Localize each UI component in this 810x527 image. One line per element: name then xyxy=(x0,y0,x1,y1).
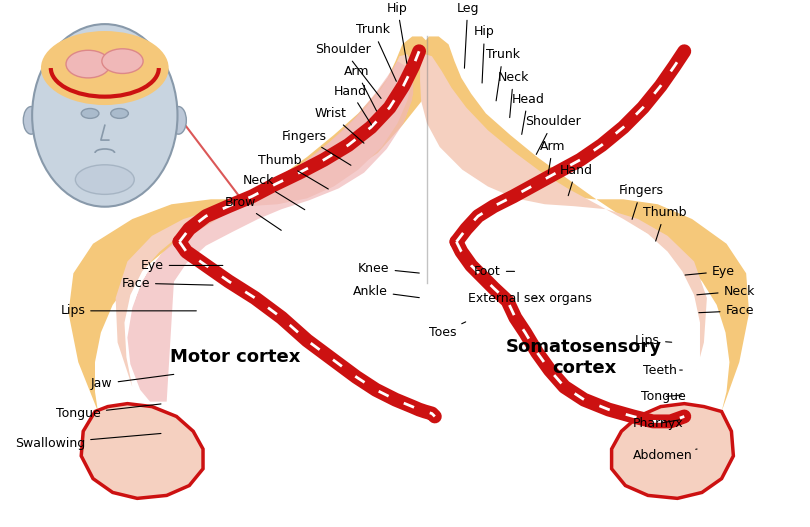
Text: Ankle: Ankle xyxy=(353,285,420,298)
Polygon shape xyxy=(69,36,432,412)
Polygon shape xyxy=(420,54,707,387)
Text: Trunk: Trunk xyxy=(356,23,396,81)
Ellipse shape xyxy=(102,49,143,73)
Text: Shoulder: Shoulder xyxy=(525,115,581,154)
Text: Arm: Arm xyxy=(540,140,565,174)
Text: Brow: Brow xyxy=(224,196,281,230)
Text: Neck: Neck xyxy=(497,71,529,118)
Text: Abdomen: Abdomen xyxy=(633,449,697,462)
Text: Face: Face xyxy=(122,277,213,290)
Text: Wrist: Wrist xyxy=(315,108,364,143)
Text: Lips: Lips xyxy=(635,334,671,347)
Ellipse shape xyxy=(23,106,39,134)
Text: Knee: Knee xyxy=(358,262,420,275)
Text: Neck: Neck xyxy=(697,285,755,298)
Text: Lips: Lips xyxy=(60,304,196,317)
Text: Shoulder: Shoulder xyxy=(316,43,381,99)
Text: Tongue: Tongue xyxy=(56,404,161,420)
Text: Trunk: Trunk xyxy=(486,48,520,101)
Text: Eye: Eye xyxy=(141,259,223,272)
Text: Jaw: Jaw xyxy=(91,374,174,391)
Text: Foot: Foot xyxy=(474,265,514,278)
Text: Neck: Neck xyxy=(242,174,305,210)
Ellipse shape xyxy=(111,109,128,119)
Text: Hip: Hip xyxy=(387,2,408,63)
Text: Hip: Hip xyxy=(474,25,495,83)
Text: Somatosensory
cortex: Somatosensory cortex xyxy=(506,338,662,377)
Text: Arm: Arm xyxy=(343,65,377,111)
Ellipse shape xyxy=(66,50,110,78)
Text: Toes: Toes xyxy=(429,322,466,339)
Polygon shape xyxy=(612,404,733,499)
Text: Hand: Hand xyxy=(334,85,372,125)
Text: Hand: Hand xyxy=(560,163,593,196)
Text: Face: Face xyxy=(699,304,754,317)
Ellipse shape xyxy=(81,109,99,119)
Text: Pharnyx: Pharnyx xyxy=(633,417,684,430)
Text: Fingers: Fingers xyxy=(619,184,663,219)
Text: Thumb: Thumb xyxy=(258,154,328,189)
Text: Head: Head xyxy=(511,93,544,134)
Text: Swallowing: Swallowing xyxy=(15,434,161,450)
Polygon shape xyxy=(116,54,412,387)
Text: Motor cortex: Motor cortex xyxy=(170,348,301,366)
Ellipse shape xyxy=(41,31,168,105)
Text: Thumb: Thumb xyxy=(643,206,687,241)
Text: Tongue: Tongue xyxy=(641,390,686,403)
Text: Fingers: Fingers xyxy=(282,130,351,165)
Polygon shape xyxy=(419,36,749,412)
Ellipse shape xyxy=(75,165,134,194)
Text: External sex organs: External sex organs xyxy=(468,291,592,305)
Polygon shape xyxy=(81,404,203,499)
Text: Teeth: Teeth xyxy=(643,364,682,377)
Text: Eye: Eye xyxy=(685,265,735,278)
Text: Leg: Leg xyxy=(456,2,479,68)
Polygon shape xyxy=(127,61,413,402)
Ellipse shape xyxy=(171,106,186,134)
Ellipse shape xyxy=(32,24,177,207)
